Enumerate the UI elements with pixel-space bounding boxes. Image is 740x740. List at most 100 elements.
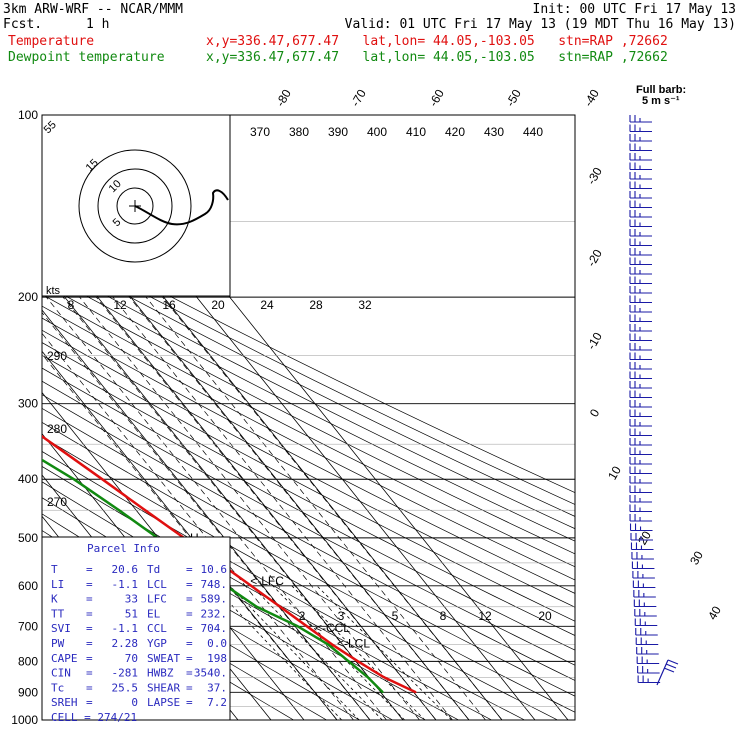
- parcel-eq: =: [86, 667, 93, 680]
- isotherm-label: -40: [581, 87, 602, 109]
- wind-barb: [629, 134, 652, 142]
- theta-label: 390: [328, 125, 348, 139]
- parcel-eq: =: [86, 578, 93, 591]
- wind-barb: [629, 428, 652, 437]
- parcel-key: SWEAT: [147, 652, 180, 665]
- parcel-info-row: K = 33 LFC = 589.: [51, 593, 227, 606]
- parcel-value: 0.0: [207, 637, 227, 650]
- theta-label: 370: [250, 125, 270, 139]
- parcel-key: CAPE: [51, 652, 78, 665]
- parcel-key: LFC: [147, 593, 167, 606]
- annotation-label: <-LCL: [337, 637, 370, 651]
- parcel-info-row: CAPE = 70 SWEAT = 198: [51, 652, 227, 665]
- wind-barb: [629, 485, 652, 494]
- wind-barb: [629, 457, 652, 465]
- wind-barb: [629, 200, 652, 209]
- wind-barb: [629, 419, 652, 427]
- profile-point: [415, 691, 417, 694]
- parcel-value: 232.: [201, 607, 228, 620]
- wind-barb: [633, 590, 656, 598]
- mixing-ratio-label: 8: [440, 609, 447, 623]
- isotherm-line: [0, 115, 7, 720]
- theta-label: 420: [445, 125, 465, 139]
- wind-barb: [629, 124, 652, 133]
- loc-info-dewpoint: x,y=336.47,677.47 lat,lon= 44.05,-103.05…: [206, 50, 668, 65]
- isotherm-label: -70: [348, 87, 369, 109]
- parcel-eq: =: [186, 652, 193, 665]
- isotherm-line: [42, 226, 437, 720]
- mixing-ratio-labels: 2 3 5 8 12 20: [299, 609, 552, 623]
- legend-dewpoint: Dewpoint temperature: [8, 50, 165, 65]
- wind-speed-label: 12: [113, 298, 127, 312]
- isotherm-label: 20: [635, 528, 654, 547]
- parcel-value: -281: [112, 667, 139, 680]
- isotherm-label: 0: [587, 406, 603, 419]
- profile-point: [101, 478, 103, 481]
- parcel-key: CCL: [147, 622, 167, 635]
- wind-barb: [629, 381, 652, 389]
- profile-point: [52, 443, 54, 446]
- parcel-key: SHEAR: [147, 681, 180, 694]
- annotation-label: <-LFC: [250, 574, 284, 588]
- theta-label: 380: [289, 125, 309, 139]
- wind-speed-label: 32: [358, 298, 372, 312]
- wind-barb: [629, 219, 652, 228]
- theta-label: 440: [523, 125, 543, 139]
- wind-barb: [629, 115, 652, 123]
- profile-point: [144, 509, 146, 512]
- wind-barb: [629, 343, 652, 351]
- pressure-tick-label: 1000: [11, 713, 38, 727]
- wind-barb: [629, 514, 653, 522]
- profile-point: [327, 643, 329, 646]
- profile-point: [367, 676, 369, 679]
- isotherm-labels: -80 -70 -60 -50 -40 -30 -20 -10 0 10 20 30 40: [273, 87, 724, 623]
- wind-barb: [629, 400, 652, 408]
- theta-label: 430: [484, 125, 504, 139]
- parcel-value: 51: [125, 607, 138, 620]
- parcel-eq: =: [86, 652, 93, 665]
- parcel-eq: =: [86, 593, 93, 606]
- parcel-key: SREH: [51, 696, 78, 709]
- parcel-info-row: SREH = 0 LAPSE = 7.2: [51, 696, 227, 709]
- mixing-ratio-line: [251, 585, 383, 720]
- wind-barb: [629, 162, 652, 171]
- parcel-key: CELL = 274/21: [51, 711, 137, 724]
- parcel-eq: =: [86, 637, 93, 650]
- profile-point: [118, 509, 120, 512]
- profile-point: [279, 606, 281, 608]
- pressure-labels: 100 200 300 400 500 600 700 800 900 1000: [11, 108, 38, 727]
- parcel-info-row: SVI = -1.1 CCL = 704.: [51, 622, 227, 635]
- mixing-ratio-label: 5: [392, 609, 399, 623]
- legend-temperature: Temperature: [8, 34, 94, 49]
- parcel-eq: =: [186, 622, 193, 635]
- mixing-ratio-label: 3: [338, 609, 345, 623]
- wind-barb: [636, 647, 659, 655]
- profiles: [15, 434, 417, 694]
- parcel-eq: =: [186, 637, 193, 650]
- parcel-key: LI: [51, 578, 64, 591]
- isotherm-label: 40: [705, 603, 724, 622]
- wind-speed-labels: kts 8 12 16 20 24 28 32: [46, 285, 372, 312]
- wind-speed-label: 20: [211, 298, 225, 312]
- profile-point: [250, 585, 252, 587]
- wind-speed-label: 24: [260, 298, 274, 312]
- wind-barb: [629, 333, 652, 342]
- wind-barb: [629, 523, 653, 532]
- wind-barb: [629, 504, 652, 513]
- parcel-value: -1.1: [112, 622, 139, 635]
- init-time: Init: 00 UTC Fri 17 May 13: [533, 2, 737, 17]
- profile-point: [348, 660, 350, 663]
- temperature-profile: [42, 434, 417, 694]
- wind-barb: [629, 267, 652, 275]
- parcel-value: 70: [125, 652, 138, 665]
- parcel-info-row: LI = -1.1 LCL = 748.: [51, 578, 227, 591]
- theta-labels: 370 380 390 400 410 420 430 440: [250, 125, 543, 139]
- parcel-key: HWBZ: [147, 667, 174, 680]
- full-barb-label: Full barb:: [636, 84, 686, 96]
- model-title: 3km ARW-WRF -- NCAR/MMM: [3, 2, 183, 17]
- profile-point: [15, 443, 17, 445]
- wind-speed-label: 28: [309, 298, 323, 312]
- wind-barb: [629, 172, 652, 180]
- wind-barb: [629, 466, 652, 475]
- isotherm-line: [42, 309, 371, 720]
